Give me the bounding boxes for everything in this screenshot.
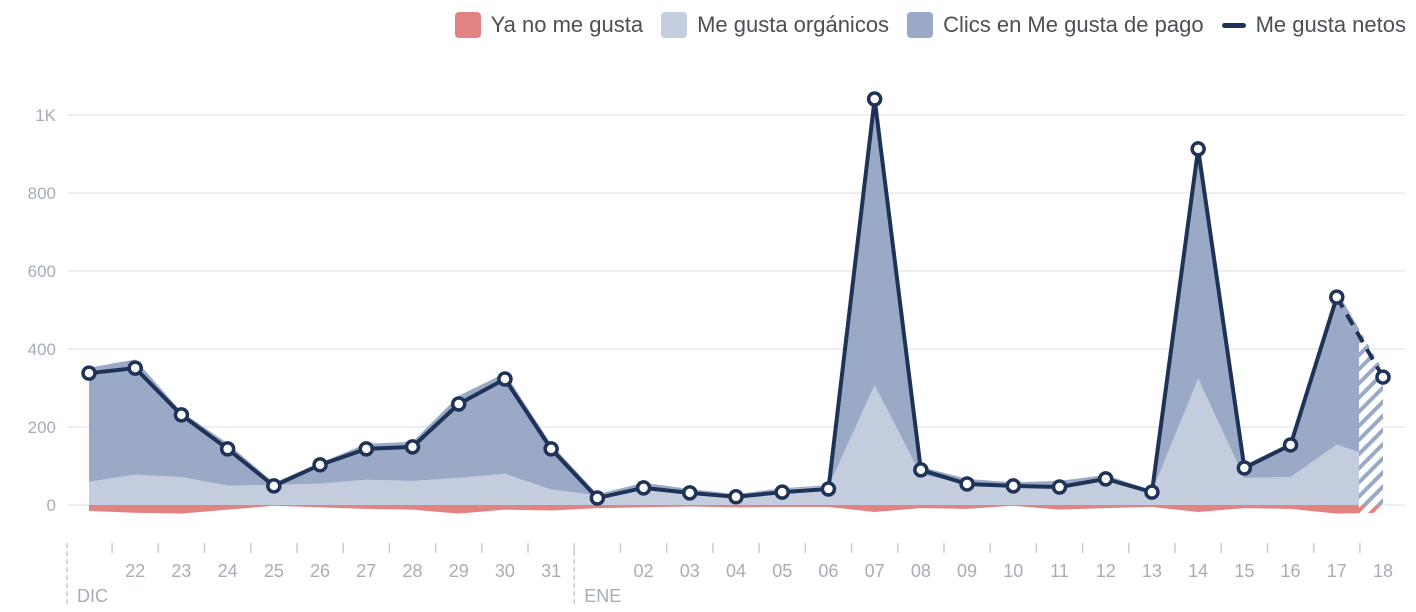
x-tick-label: 16 [1281,561,1301,581]
organic-likes-area [89,378,1359,505]
x-tick-label: 28 [402,561,422,581]
color-swatch-icon [454,12,481,38]
x-tick-label: 10 [1003,561,1023,581]
data-point[interactable] [312,457,328,473]
data-point[interactable] [1051,479,1068,495]
x-tick-label: 02 [634,561,654,581]
data-point[interactable] [1005,478,1022,494]
data-point[interactable] [266,478,282,494]
x-tick-label: 07 [865,561,885,581]
y-tick-label: 200 [28,418,56,437]
x-tick-label: 31 [541,561,561,581]
chart-legend: Ya no me gusta Me gusta orgánicos Clics en… [454,12,1406,38]
month-label: DIC [77,586,108,606]
x-tick-label: 23 [171,561,191,581]
x-tick-label: 30 [495,561,515,581]
data-point[interactable] [635,480,652,496]
y-axis: 0 200 400 600 800 1K [28,106,57,515]
y-tick-label: 0 [47,496,56,515]
data-point[interactable] [450,396,467,412]
x-tick-label: 13 [1142,561,1162,581]
data-point[interactable] [1329,289,1345,305]
x-tick-label: 09 [957,561,977,581]
data-point[interactable] [1236,460,1253,476]
x-tick-label: 06 [818,561,838,581]
x-tick-label: 11 [1050,561,1069,581]
data-point[interactable] [820,481,837,497]
data-point[interactable] [959,476,975,492]
legend-label: Me gusta netos [1255,12,1406,37]
data-point[interactable] [1190,141,1206,157]
data-point[interactable] [127,360,143,376]
projected-unlikes-area [1359,505,1383,514]
legend-label: Ya no me gusta [490,12,644,37]
area-series [89,93,1383,514]
data-point[interactable] [1097,471,1114,487]
x-tick-label: 15 [1234,561,1254,581]
unlikes-area [89,505,1359,514]
x-tick-label: 12 [1096,561,1116,581]
line-swatch-icon [1221,22,1246,28]
data-point[interactable] [1144,484,1160,500]
data-point[interactable] [497,371,513,387]
x-tick-label: 08 [911,561,931,581]
x-tick-label: 14 [1188,561,1208,581]
color-swatch-icon [907,12,934,38]
x-tick-label: 05 [772,561,792,581]
y-tick-label: 1K [35,106,56,125]
x-tick-label: 29 [449,561,469,581]
x-tick-label: 17 [1327,561,1347,581]
x-tick-label: 22 [125,561,145,581]
y-tick-label: 800 [28,184,56,203]
data-point[interactable] [774,484,790,500]
x-tick-label: 18 [1373,561,1393,581]
data-point[interactable] [219,441,236,457]
data-point[interactable] [81,365,97,381]
x-tick-label: 25 [264,561,284,581]
month-label: ENE [584,586,621,606]
data-point[interactable] [404,439,421,455]
x-tick-label: 27 [356,561,376,581]
legend-item-3[interactable]: Me gusta netos [1221,12,1406,38]
legend-item-0[interactable]: Ya no me gusta [454,12,644,38]
x-tick-label: 04 [726,561,746,581]
data-point[interactable] [543,441,559,457]
data-point[interactable] [358,441,375,457]
legend-item-2[interactable]: Clics en Me gusta de pago [907,12,1204,38]
y-tick-label: 600 [28,262,56,281]
data-point[interactable] [682,485,698,501]
y-tick-label: 400 [28,340,56,359]
data-point[interactable] [1282,437,1299,453]
x-tick-label: 24 [218,561,238,581]
legend-label: Clics en Me gusta de pago [943,12,1204,37]
legend-label: Me gusta orgánicos [697,12,890,37]
data-point[interactable] [728,489,744,505]
x-tick-label: 03 [680,561,700,581]
data-point[interactable] [589,490,606,506]
net-likes-line [81,91,1391,506]
data-point[interactable] [173,407,190,423]
data-point[interactable] [913,462,929,478]
color-swatch-icon [661,12,688,38]
legend-item-1[interactable]: Me gusta orgánicos [661,12,889,38]
data-point[interactable] [866,91,883,107]
x-axis: 22 23 24 25 26 27 28 29 30 31 02 03 04 05 06 07 08 09 10 11… [66,543,1393,606]
data-point[interactable] [1375,369,1391,385]
x-tick-label: 26 [310,561,330,581]
